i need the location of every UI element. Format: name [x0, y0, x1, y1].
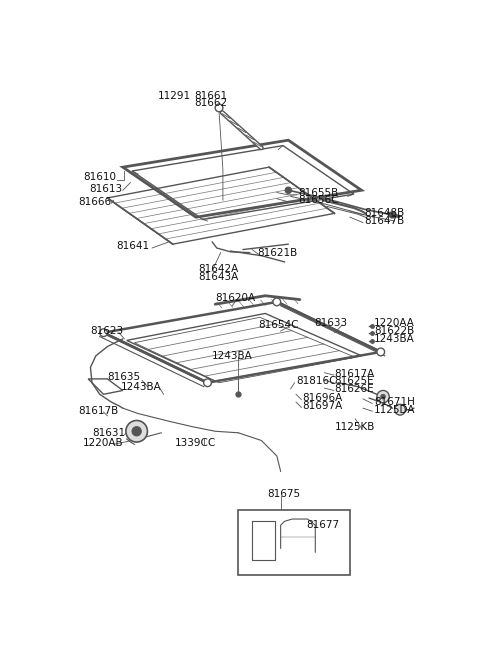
Text: 81648B: 81648B [364, 208, 404, 218]
Text: 81617B: 81617B [78, 406, 119, 416]
Text: 81656C: 81656C [299, 195, 339, 205]
Text: 81625E: 81625E [335, 376, 374, 386]
Circle shape [381, 394, 385, 399]
Circle shape [204, 379, 211, 386]
Circle shape [285, 187, 291, 193]
Text: 81617A: 81617A [335, 369, 375, 379]
Text: 81613: 81613 [89, 183, 122, 194]
Text: 81620A: 81620A [215, 293, 255, 303]
Circle shape [126, 421, 147, 442]
Text: 81622B: 81622B [374, 326, 414, 336]
Text: 1243BA: 1243BA [211, 351, 252, 361]
Text: 81626E: 81626E [335, 384, 374, 394]
Bar [238, 510, 350, 575]
Text: 81633: 81633 [314, 318, 347, 328]
Text: 81647B: 81647B [364, 216, 404, 226]
Text: 1125KB: 1125KB [335, 422, 375, 432]
Text: 81661: 81661 [194, 90, 228, 100]
Text: 1243BA: 1243BA [121, 382, 162, 392]
Circle shape [215, 104, 223, 112]
Text: 81655B: 81655B [299, 187, 338, 198]
Circle shape [395, 404, 406, 415]
Text: 81666: 81666 [78, 196, 111, 207]
Text: 1125DA: 1125DA [374, 405, 415, 415]
Text: 1243BA: 1243BA [374, 334, 415, 344]
Circle shape [100, 329, 108, 337]
Text: 81675: 81675 [267, 489, 300, 499]
Text: 81677: 81677 [306, 520, 339, 530]
Text: 81671H: 81671H [374, 397, 415, 407]
Text: 81610: 81610 [83, 172, 116, 182]
Text: 81696A: 81696A [302, 393, 342, 403]
Text: 1220AA: 1220AA [374, 318, 415, 328]
Circle shape [377, 348, 384, 356]
Circle shape [389, 212, 396, 218]
Text: 81631: 81631 [92, 428, 125, 438]
Text: 81816C: 81816C [296, 376, 336, 386]
Circle shape [377, 390, 389, 403]
Text: 1220AB: 1220AB [83, 438, 123, 448]
Text: 81642A: 81642A [198, 264, 239, 274]
Text: 1339CC: 1339CC [175, 438, 216, 448]
Text: 81643A: 81643A [198, 272, 239, 282]
Text: 81654C: 81654C [258, 320, 299, 330]
Circle shape [132, 426, 141, 436]
Text: 11291: 11291 [157, 90, 191, 100]
Text: 81635: 81635 [108, 372, 141, 383]
Text: 81697A: 81697A [302, 401, 342, 411]
Text: 81641: 81641 [117, 242, 150, 252]
Text: 81621B: 81621B [258, 248, 298, 257]
Text: 81623: 81623 [90, 326, 123, 336]
Circle shape [273, 298, 281, 306]
Text: 81662: 81662 [194, 98, 228, 108]
